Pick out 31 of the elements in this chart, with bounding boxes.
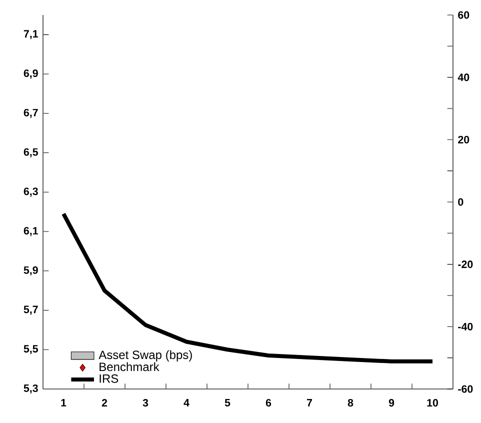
x-tick-label: 9 — [388, 399, 394, 407]
y-tick-label: 6,9 — [24, 69, 38, 79]
x-tick-label: 8 — [348, 399, 354, 407]
legend-label: Asset Swap (bps) — [98, 350, 192, 362]
y-tick-label: 6,7 — [24, 108, 38, 118]
y-tick-label: 6,3 — [24, 188, 38, 197]
y2-tick-label: 60 — [458, 11, 470, 19]
x-tick-label: 7 — [306, 399, 312, 406]
x-tick-label: 10 — [427, 399, 438, 407]
y2-tick-label: -40 — [458, 322, 473, 330]
x-tick-label: 6 — [266, 399, 272, 407]
x-tick-label: 1 — [61, 399, 66, 406]
y-tick-label: 5,3 — [24, 384, 38, 394]
y-tick-label: 5,9 — [24, 266, 38, 276]
y2-tick-label: 40 — [458, 74, 470, 82]
y2-tick-label: -20 — [458, 260, 473, 268]
x-tick-label: 4 — [184, 399, 190, 406]
y2-tick-label: -60 — [458, 385, 473, 393]
legend-label: Benchmark — [100, 362, 160, 372]
y-tick-label: 6,5 — [24, 148, 38, 158]
legend-label: IRS — [100, 374, 118, 383]
y-tick-label: 6,1 — [24, 226, 38, 236]
x-tick-label: 3 — [142, 399, 148, 407]
y-tick-label: 5,7 — [24, 306, 38, 315]
y2-tick-label: 20 — [458, 136, 470, 144]
x-tick-label: 2 — [102, 399, 108, 406]
x-tick-label: 5 — [224, 399, 230, 406]
y-tick-label: 5,5 — [24, 345, 38, 354]
line-series — [62, 212, 434, 364]
y-tick-label: 7,1 — [24, 30, 38, 40]
y2-tick-label: 0 — [458, 198, 464, 206]
